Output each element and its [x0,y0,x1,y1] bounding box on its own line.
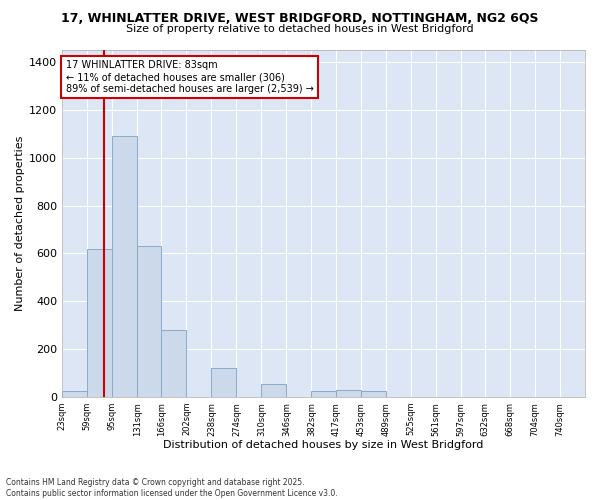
Text: 17 WHINLATTER DRIVE: 83sqm
← 11% of detached houses are smaller (306)
89% of sem: 17 WHINLATTER DRIVE: 83sqm ← 11% of deta… [65,60,313,94]
Text: Size of property relative to detached houses in West Bridgford: Size of property relative to detached ho… [126,24,474,34]
Bar [262,384,286,397]
Bar [62,391,87,397]
Bar [336,390,361,397]
Bar [361,391,386,397]
Bar [112,136,137,397]
Bar [161,330,187,397]
Bar [137,246,161,397]
Bar [87,248,112,397]
Text: 17, WHINLATTER DRIVE, WEST BRIDGFORD, NOTTINGHAM, NG2 6QS: 17, WHINLATTER DRIVE, WEST BRIDGFORD, NO… [61,12,539,26]
X-axis label: Distribution of detached houses by size in West Bridgford: Distribution of detached houses by size … [163,440,484,450]
Bar [211,368,236,397]
Bar [311,391,336,397]
Text: Contains HM Land Registry data © Crown copyright and database right 2025.
Contai: Contains HM Land Registry data © Crown c… [6,478,338,498]
Y-axis label: Number of detached properties: Number of detached properties [15,136,25,311]
